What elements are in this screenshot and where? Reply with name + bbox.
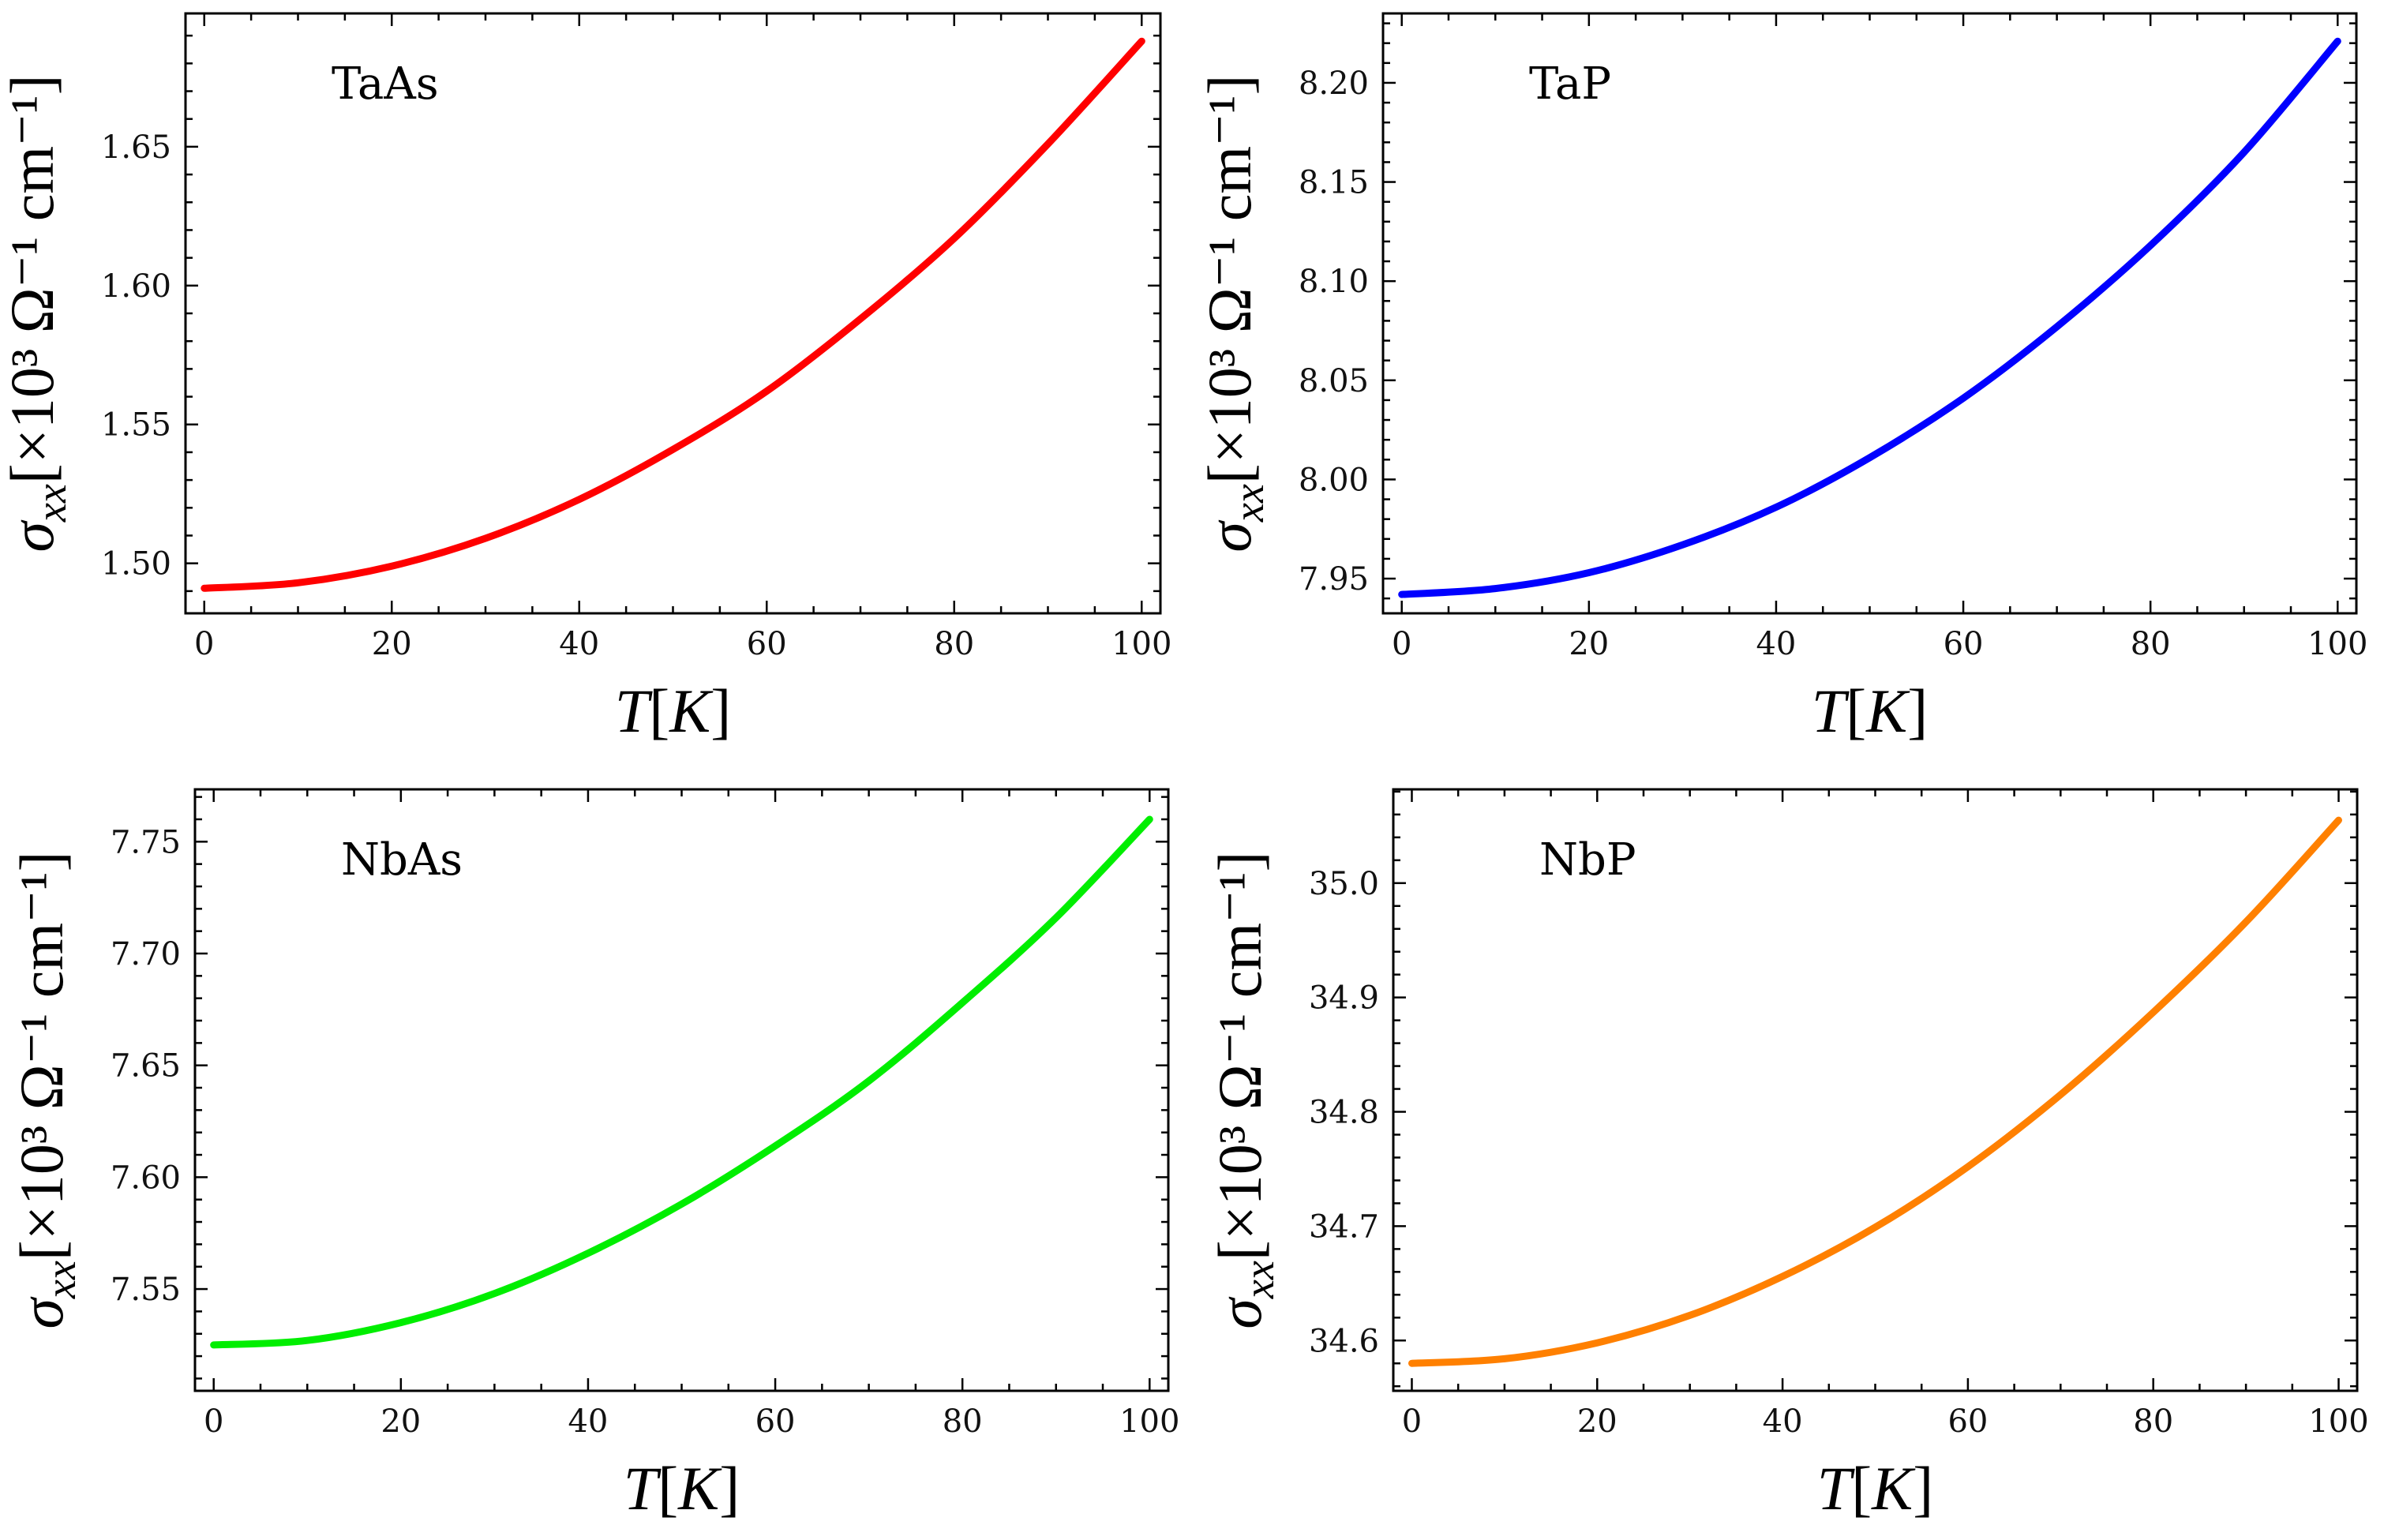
x-tick-label: 0 bbox=[1392, 626, 1411, 662]
x-tick-label: 60 bbox=[1947, 1403, 1988, 1440]
y-tick-label: 7.95 bbox=[1299, 561, 1369, 598]
x-tick-label: 60 bbox=[755, 1403, 796, 1440]
y-tick-label: 34.6 bbox=[1309, 1323, 1379, 1359]
x-axis-title: T[K] bbox=[1812, 676, 1928, 745]
panel-nbas: 0 20 40 60 80 100 7.55 7.60 7.65 7.70 7.75 NbAs T[K]… bbox=[7, 788, 1179, 1523]
y-tick-label: 34.8 bbox=[1309, 1095, 1379, 1131]
x-tick-label: 100 bbox=[1119, 1403, 1179, 1440]
y-tick-label: 1.55 bbox=[101, 407, 171, 444]
y-tick-label: 1.60 bbox=[101, 268, 171, 305]
panel-taas: 0 20 40 60 80 100 1.50 1.55 1.60 1.65 TaAs T[K] σxx[… bbox=[0, 12, 1171, 745]
x-tick-label: 0 bbox=[1402, 1403, 1422, 1440]
x-axis-title: T[K] bbox=[1817, 1454, 1933, 1523]
y-tick-label: 7.75 bbox=[111, 824, 181, 860]
y-tick-label: 8.10 bbox=[1299, 264, 1369, 300]
y-tick-label: 7.70 bbox=[111, 936, 181, 972]
y-tick-label: 7.65 bbox=[111, 1048, 181, 1085]
panel-tap: 0 20 40 60 80 100 7.95 8.00 8.05 8.10 8.15 8.20 TaP T… bbox=[1195, 12, 2367, 745]
y-tick-label: 34.9 bbox=[1309, 980, 1379, 1017]
x-tick-label: 100 bbox=[2307, 626, 2367, 662]
x-tick-label: 40 bbox=[1756, 626, 1796, 662]
panel-nbp: 0 20 40 60 80 100 34.6 34.7 34.8 34.9 35.0 NbP T[K] σ… bbox=[1205, 788, 2369, 1523]
y-axis-title: σxx[×10³ Ω⁻¹ cm⁻¹] bbox=[7, 851, 84, 1328]
x-tick-label: 80 bbox=[934, 626, 974, 662]
x-tick-label: 0 bbox=[204, 1403, 223, 1440]
x-tick-label: 80 bbox=[2133, 1403, 2173, 1440]
x-tick-label: 20 bbox=[1569, 626, 1609, 662]
panel-title: NbP bbox=[1539, 834, 1636, 886]
x-tick-label: 80 bbox=[943, 1403, 983, 1440]
x-tick-label: 20 bbox=[1577, 1403, 1617, 1440]
panel-title: TaAs bbox=[332, 58, 439, 110]
x-tick-label: 100 bbox=[1111, 626, 1171, 662]
y-tick-label: 8.15 bbox=[1299, 165, 1369, 201]
y-tick-label: 8.05 bbox=[1299, 363, 1369, 399]
x-tick-label: 20 bbox=[372, 626, 412, 662]
x-tick-label: 40 bbox=[559, 626, 599, 662]
x-tick-label: 60 bbox=[1944, 626, 1984, 662]
panel-title: NbAs bbox=[341, 834, 463, 886]
x-axis-title: T[K] bbox=[624, 1454, 740, 1523]
series-line-nbas bbox=[210, 815, 1153, 1349]
x-tick-label: 20 bbox=[380, 1403, 421, 1440]
x-tick-label: 40 bbox=[568, 1403, 608, 1440]
series-line-taas bbox=[201, 37, 1145, 592]
x-tick-label: 0 bbox=[194, 626, 214, 662]
x-axis-title: T[K] bbox=[615, 676, 731, 745]
panel-title: TaP bbox=[1529, 58, 1611, 110]
series-line-tap bbox=[1398, 37, 2341, 598]
y-tick-label: 7.60 bbox=[111, 1160, 181, 1196]
y-tick-label: 1.50 bbox=[101, 546, 171, 583]
y-axis-title: σxx[×10³ Ω⁻¹ cm⁻¹] bbox=[1195, 74, 1273, 552]
y-axis-title: σxx[×10³ Ω⁻¹ cm⁻¹] bbox=[0, 74, 75, 552]
x-tick-label: 40 bbox=[1763, 1403, 1803, 1440]
y-tick-label: 34.7 bbox=[1309, 1208, 1379, 1245]
series-line-nbp bbox=[1408, 816, 2342, 1367]
y-tick-label: 8.20 bbox=[1299, 66, 1369, 102]
y-tick-label: 8.00 bbox=[1299, 462, 1369, 498]
y-tick-label: 7.55 bbox=[111, 1272, 181, 1308]
y-axis-title: σxx[×10³ Ω⁻¹ cm⁻¹] bbox=[1205, 851, 1283, 1328]
x-tick-label: 60 bbox=[747, 626, 787, 662]
x-tick-label: 100 bbox=[2308, 1403, 2368, 1440]
y-tick-label: 35.0 bbox=[1309, 866, 1379, 902]
y-tick-label: 1.65 bbox=[101, 129, 171, 166]
x-tick-label: 80 bbox=[2131, 626, 2171, 662]
plot-frame bbox=[1392, 788, 2359, 1392]
